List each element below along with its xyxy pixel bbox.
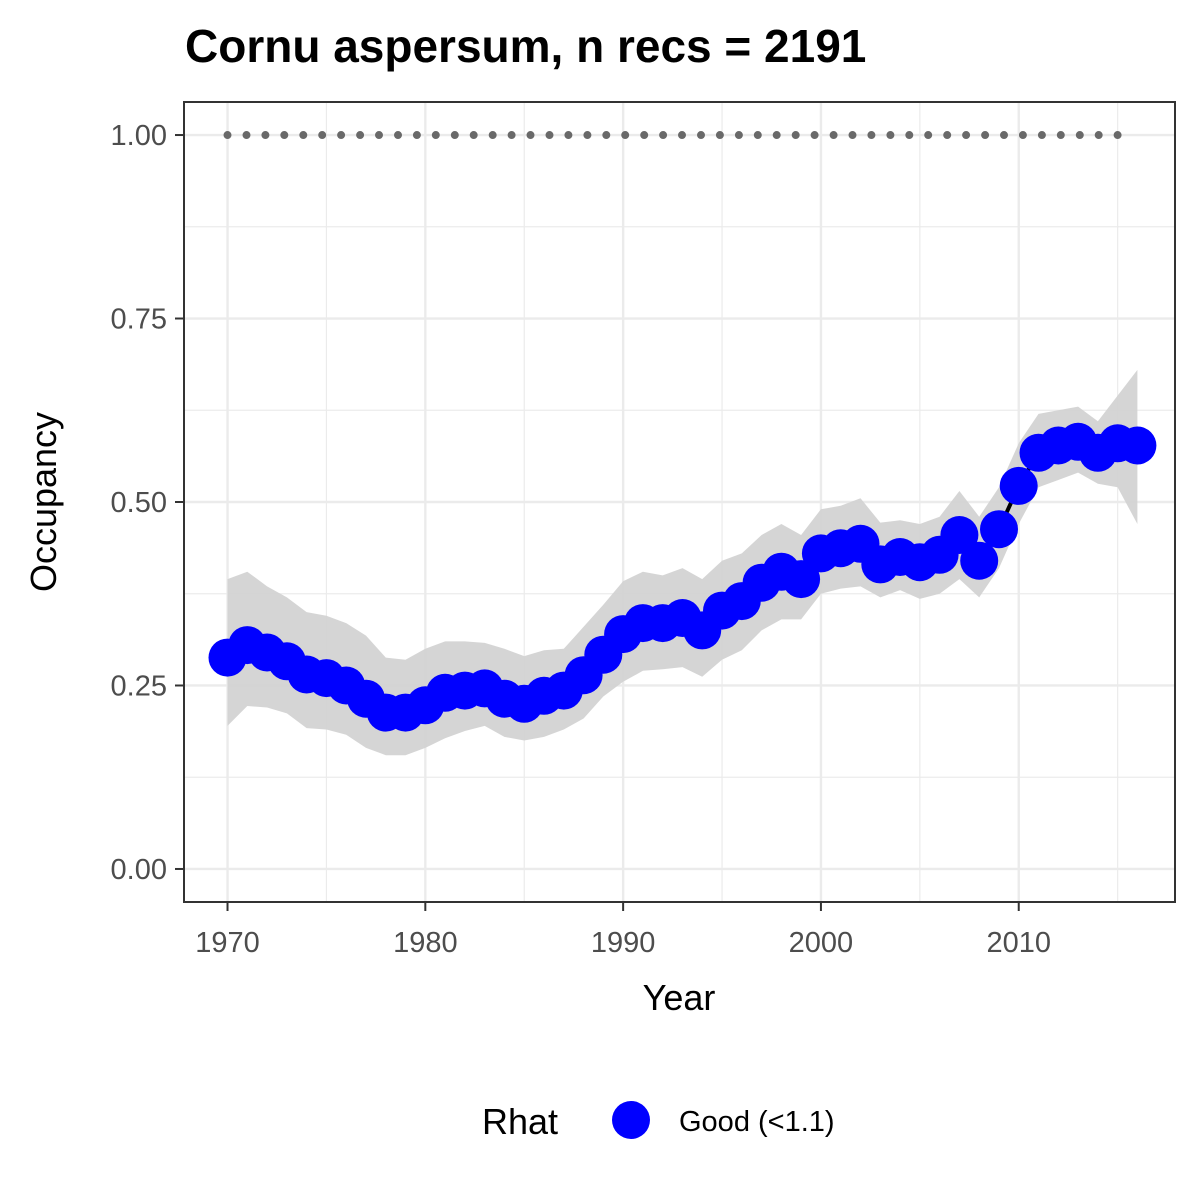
reference-dot [583,131,592,140]
reference-dot [640,131,649,140]
reference-dot [659,131,668,140]
reference-dot [886,131,895,140]
occupancy-points [208,422,1157,732]
credible-interval-layer [227,369,1138,756]
legend-title: Rhat [482,1101,558,1142]
reference-dot [223,131,232,140]
chart-title: Cornu aspersum, n recs = 2191 [185,20,866,72]
reference-dot [450,131,459,140]
reference-dot [602,131,611,140]
reference-dot [905,131,914,140]
reference-dot [1037,131,1046,140]
reference-dot [299,131,308,140]
reference-dot [734,131,743,140]
legend-label-good: Good (<1.1) [679,1106,835,1138]
reference-dot [261,131,270,140]
reference-dot [280,131,289,140]
reference-dot [431,131,440,140]
reference-dot [772,131,781,140]
credible-interval-ribbon [227,369,1138,756]
reference-dot [848,131,857,140]
y-axis: 0.00 0.25 0.50 0.75 1.00 [111,120,184,886]
reference-dot [1000,131,1008,140]
reference-dot [1113,131,1122,140]
reference-dot [753,131,762,140]
reference-dot [1056,131,1065,140]
reference-dot [545,131,554,140]
reference-dot [678,131,686,140]
reference-dot [526,131,535,140]
reference-dot [981,131,990,140]
reference-dot [242,131,251,140]
x-tick-label: 2010 [986,927,1051,959]
y-tick-label: 0.75 [111,304,167,336]
reference-dot [1094,131,1103,140]
reference-dot [337,131,346,140]
reference-dot [564,131,573,140]
data-point-2010 [999,466,1038,505]
reference-dot [829,131,838,140]
reference-dot [924,131,933,140]
y-tick-label: 0.25 [111,670,167,702]
reference-dot [375,131,383,140]
data-point-2007 [940,516,979,554]
reference-dot [412,131,421,140]
reference-dot [394,131,402,140]
y-axis-title: Occupancy [23,412,64,592]
x-axis: 1970 1980 1990 2000 2010 [195,902,1051,959]
reference-dot [1018,131,1027,140]
reference-dot [697,131,705,140]
reference-dot [507,131,516,140]
x-tick-label: 2000 [789,927,854,959]
data-point-1999 [782,560,821,599]
x-tick-label: 1990 [591,927,656,959]
reference-dot [962,131,971,140]
legend: Rhat Good (<1.1) [482,1101,835,1142]
reference-dot [1075,131,1084,140]
x-tick-label: 1980 [393,927,458,959]
y-tick-label: 0.00 [111,854,167,886]
reference-dot [791,131,800,140]
x-tick-label: 1970 [195,927,260,959]
data-point-2008 [960,541,999,580]
reference-dot [356,131,365,140]
reference-dot [318,131,327,140]
reference-dot [943,131,952,140]
reference-dot [810,131,819,140]
reference-dot [488,131,497,140]
y-tick-label: 0.50 [111,487,167,519]
reference-dot [867,131,876,140]
x-axis-title: Year [643,977,716,1018]
data-point-2016 [1118,426,1157,465]
reference-dotted-line [223,131,1122,140]
data-point-2009 [980,510,1018,549]
legend-key-good [612,1101,650,1139]
reference-dot [621,131,630,140]
y-tick-label: 1.00 [111,120,167,152]
reference-dot [469,131,478,140]
reference-dot [715,131,724,140]
